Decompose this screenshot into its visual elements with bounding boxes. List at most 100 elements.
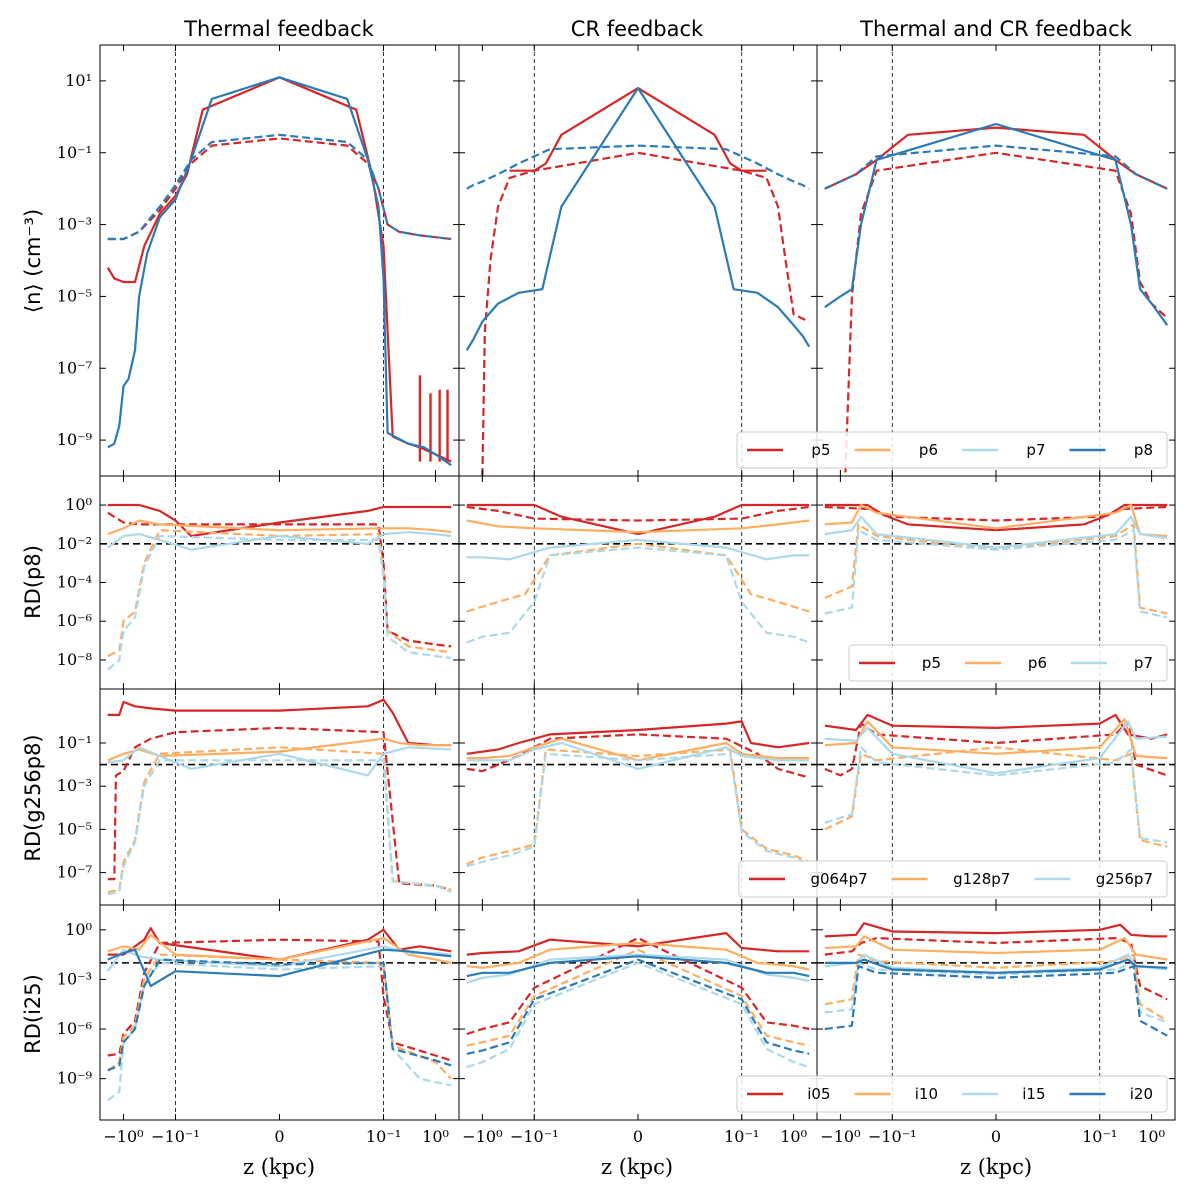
legend-label: p8: [1134, 441, 1153, 459]
series-line-i05: [466, 932, 810, 956]
legend-row-0: p5 p6 p7 p8: [736, 431, 1168, 469]
series-line-i20-dashed: [824, 965, 1168, 1037]
series-line-i10-dashed: [107, 953, 452, 1080]
legend-label: i05: [807, 1085, 830, 1103]
x-tick-label: 0: [633, 1127, 643, 1146]
y-tick-label: 10⁻⁷: [57, 863, 92, 882]
series-line-i05: [107, 927, 452, 961]
x-tick-label: 10⁰: [1138, 1127, 1165, 1146]
series-line-p6: [824, 503, 1168, 538]
series-line-g064p7: [466, 720, 810, 755]
legend-row-2: g064p7 g128p7 g256p7: [738, 860, 1168, 898]
series-group: [466, 932, 810, 1069]
series-line-g256p7: [466, 741, 810, 770]
series-line-p7-dashed: [466, 546, 810, 644]
panel-frame: [458, 44, 818, 477]
panel-r1-c0: 10⁰ 10⁻² 10⁻⁴ 10⁻⁶ 10⁻⁸: [57, 475, 460, 690]
panel-r1-c1: [458, 475, 818, 690]
series-line-p8-dashed: [466, 144, 810, 190]
y-tick-label: 10⁻⁹: [57, 1069, 93, 1088]
series-line-p5-dashed: [466, 505, 810, 522]
legend-label: p7: [1026, 441, 1045, 459]
series-line-i20: [466, 955, 810, 978]
y-tick-label: 10⁻³: [57, 969, 92, 988]
y-tick-label: 10⁻⁴: [57, 573, 92, 592]
legend-label: i10: [915, 1085, 938, 1103]
series-line-i05-dashed: [107, 938, 452, 1062]
series-line-g256p7-dashed: [824, 746, 1168, 844]
x-tick-label: 10⁰: [422, 1127, 449, 1146]
ylabel-rd-g256p8: RD(g256p8): [21, 734, 45, 861]
legend-box: [738, 860, 1168, 898]
series-group: [106, 76, 452, 467]
panel-frame: [816, 44, 1176, 477]
panel-frame: [99, 688, 460, 906]
series-line-p8: [465, 87, 811, 351]
series-group: [107, 698, 452, 896]
y-tick-label: 10⁻⁹: [57, 430, 93, 449]
panel-r3-c1: −10⁰ −10⁻¹ 0 10⁻¹ 10⁰: [458, 904, 818, 1146]
legend-label: p5: [811, 441, 830, 459]
series-line-i10-dashed: [466, 948, 810, 1047]
series-line-p5: [824, 126, 1168, 190]
series-line-i15-dashed: [107, 961, 452, 1102]
series-line-i05-dashed: [824, 937, 1168, 1001]
series-line-i15-dashed: [824, 961, 1168, 1024]
series-line-i05: [824, 922, 1168, 938]
column-title-thermal-cr: Thermal and CR feedback: [859, 17, 1133, 41]
series-line-p5-dashed: [107, 137, 452, 241]
x-tick-label: −10⁰: [820, 1127, 860, 1146]
panel-r3-c0: 10⁰ 10⁻³ 10⁻⁶ 10⁻⁹ −10⁰ −10⁻¹ 0 10⁻¹ 10⁰: [57, 904, 460, 1146]
series-line-p6-dashed: [824, 523, 1168, 615]
legend-label: g064p7: [810, 870, 867, 888]
legend-row-1: p5 p6 p7: [848, 644, 1168, 682]
panel-r0-c2: [816, 44, 1176, 477]
xlabel-col-1: z (kpc): [601, 1155, 673, 1179]
xlabel-col-2: z (kpc): [960, 1155, 1032, 1179]
series-line-p8: [824, 122, 1169, 326]
series-line-g256p7-dashed: [107, 759, 452, 896]
series-line-g064p7: [107, 698, 452, 747]
series-line-p5-dashed: [844, 151, 1168, 473]
y-tick-label: 10⁻¹: [57, 143, 92, 162]
y-tick-label: 10⁻⁵: [57, 286, 92, 305]
series-group: [465, 87, 811, 476]
series-line-p5: [509, 87, 767, 172]
legend-box: [736, 1075, 1168, 1113]
x-tick-label: −10⁻¹: [510, 1127, 559, 1146]
legend-label: i20: [1130, 1085, 1153, 1103]
series-line-g064p7-dashed: [107, 726, 452, 891]
y-tick-label: 10⁻³: [57, 215, 92, 234]
series-line-p6: [107, 519, 452, 536]
series-line-p6-dashed: [466, 542, 810, 613]
row-y-labels: ⟨n⟩ (cm⁻³) RD(p8) RD(g256p8) RD(i25): [21, 209, 45, 1054]
series-group: [107, 503, 452, 671]
series-line-i15-dashed: [466, 961, 810, 1069]
y-tick-label: 10⁻⁵: [57, 819, 92, 838]
series-line-i20-dashed: [107, 958, 452, 1072]
series-line-p5-dashed: [481, 151, 810, 476]
series-line-i15: [466, 953, 810, 984]
x-tick-label: 10⁻¹: [366, 1127, 401, 1146]
x-tick-label: 0: [274, 1127, 284, 1146]
series-line-p5: [107, 503, 452, 538]
series-line-g064p7: [824, 713, 1168, 740]
column-titles: Thermal feedback CR feedback Thermal and…: [183, 17, 1133, 41]
panel-r0-c1: [458, 44, 818, 477]
series-line-i20-dashed: [466, 958, 810, 1055]
series-line-g128p7-dashed: [107, 746, 452, 894]
series-group: [106, 927, 452, 1102]
series-group: [466, 503, 810, 644]
x-tick-label: −10⁻¹: [868, 1127, 917, 1146]
x-tick-label: −10⁻¹: [151, 1127, 200, 1146]
series-group: [824, 922, 1168, 1037]
series-group: [824, 503, 1168, 619]
x-tick-label: 10⁻¹: [724, 1127, 759, 1146]
series-line-g256p7-dashed: [466, 752, 810, 868]
series-line-p8: [107, 76, 452, 467]
series-line-i05-dashed: [466, 937, 810, 1036]
series-line-p7: [466, 538, 810, 561]
y-tick-label: 10⁻⁶: [57, 1019, 92, 1038]
